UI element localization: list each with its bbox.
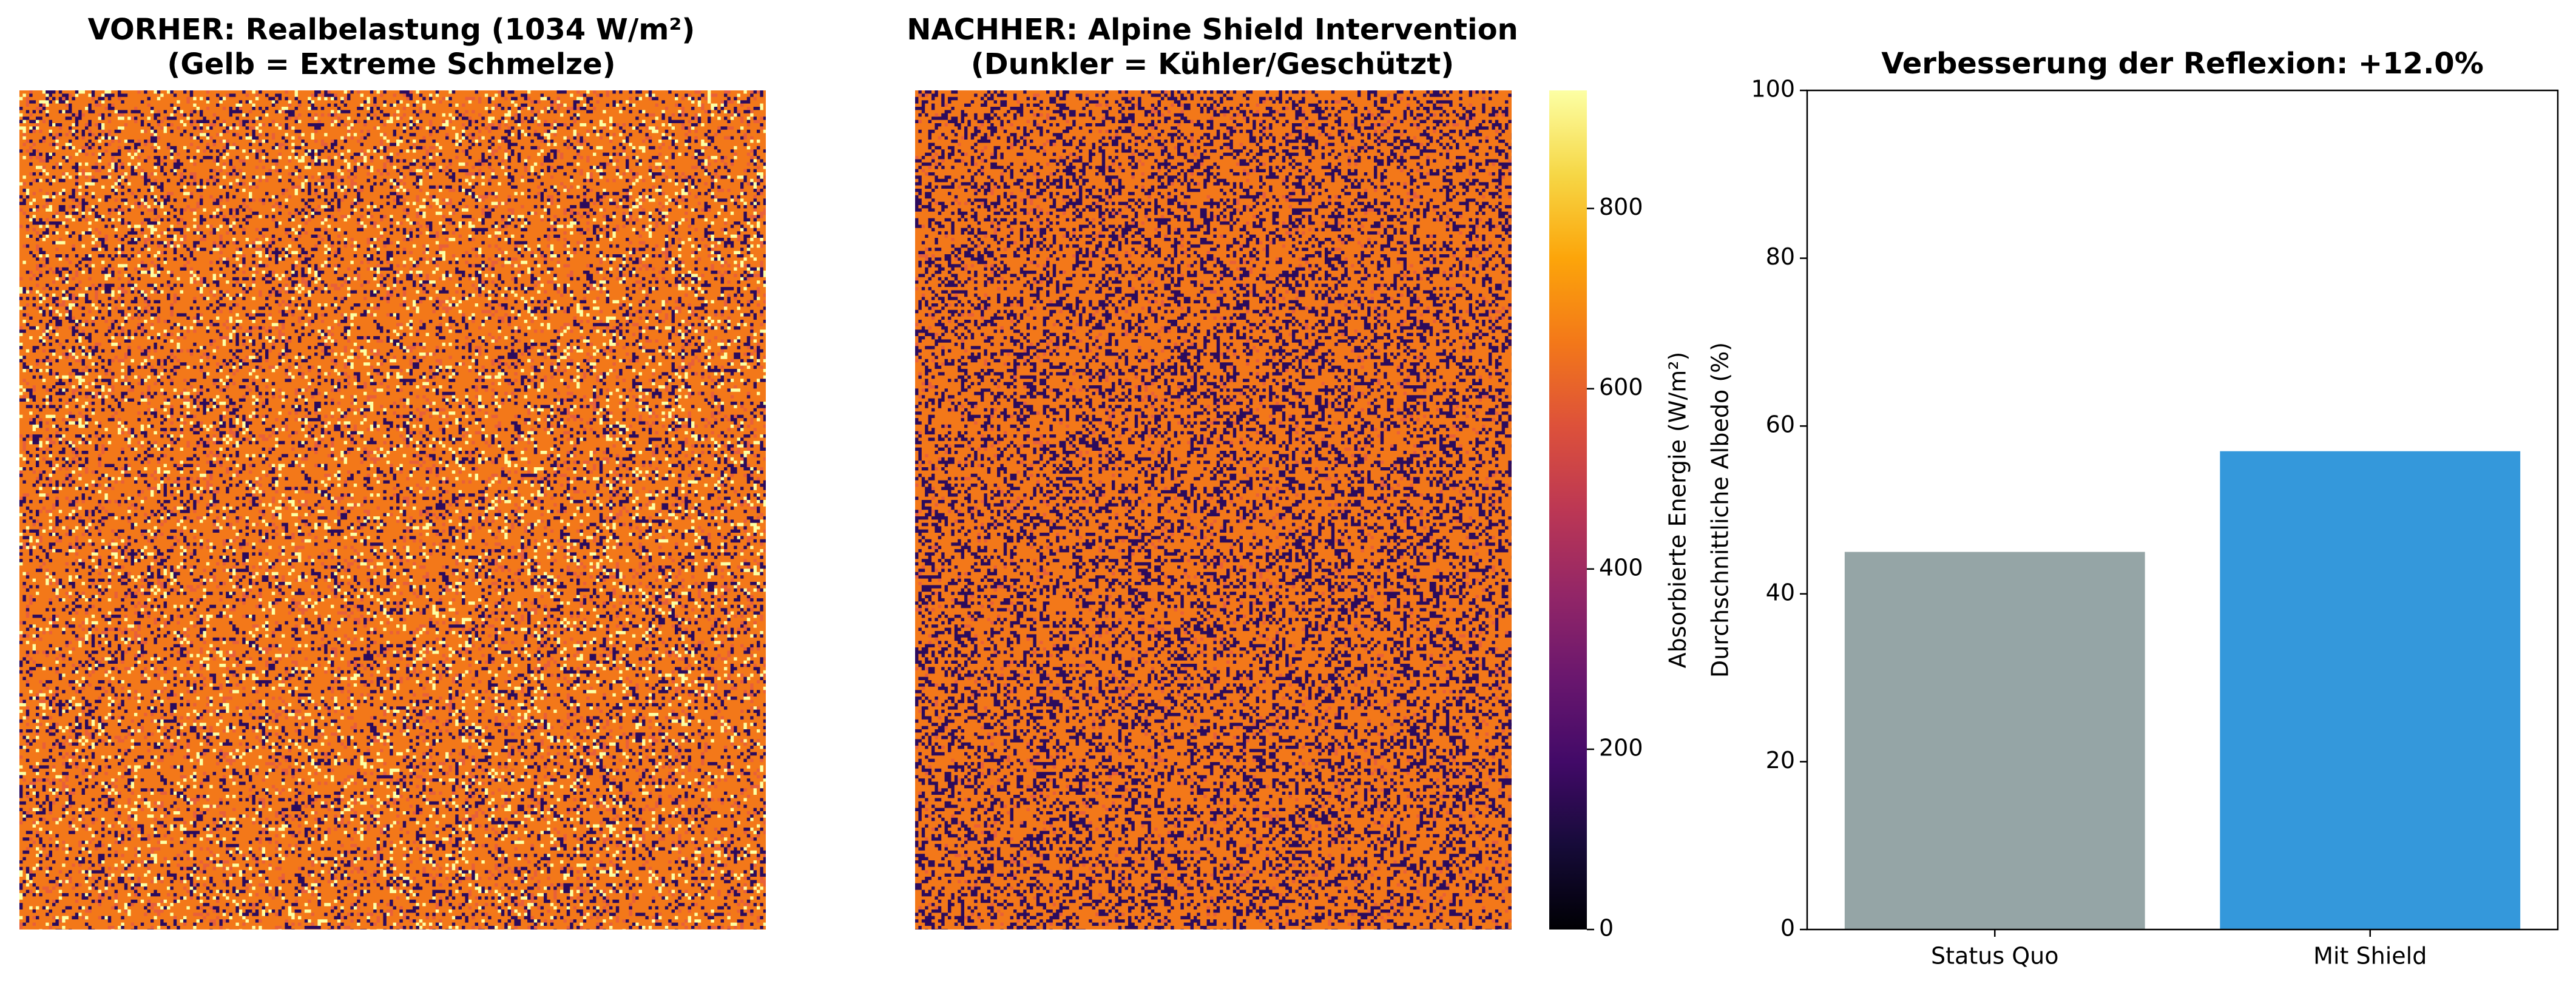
- colorbar-tick-label: 800: [1599, 194, 1643, 220]
- y-tick-label: 80: [1766, 243, 1795, 270]
- x-tick-label: Status Quo: [1931, 943, 2058, 970]
- heatmap-cells: [915, 90, 1512, 930]
- bar: [2220, 451, 2521, 930]
- heatmap-cells: [19, 90, 766, 930]
- y-tick-label: 40: [1766, 579, 1795, 606]
- y-tick-label: 60: [1766, 411, 1795, 438]
- colorbar-tick-label: 200: [1599, 734, 1643, 761]
- chart-title: Verbesserung der Reflexion: +12.0%: [1881, 47, 2484, 81]
- y-tick-label: 0: [1780, 915, 1795, 942]
- colorbar-label: Absorbierte Energie (W/m²): [1665, 352, 1691, 669]
- heatmap-after: NACHHER: Alpine Shield Intervention (Dunk…: [907, 13, 1691, 942]
- colorbar-tick-label: 600: [1599, 374, 1643, 400]
- colorbar-tick-label: 400: [1599, 554, 1643, 581]
- bar: [1844, 552, 2145, 930]
- heatmap-before: VORHER: Realbelastung (1034 W/m²) (Gelb =…: [19, 13, 766, 930]
- chart-title: VORHER: Realbelastung (1034 W/m²) (Gelb =…: [88, 13, 695, 81]
- axes-frame: [1806, 89, 2559, 931]
- colorbar-tick-label: 0: [1599, 915, 1614, 942]
- y-tick-label: 20: [1766, 747, 1795, 774]
- heatmap-cells: [915, 90, 1512, 930]
- x-tick-label: Mit Shield: [2313, 943, 2427, 970]
- bar-chart: Verbesserung der Reflexion: +12.0% Status…: [1707, 47, 2559, 970]
- y-tick-label: 100: [1751, 76, 1795, 103]
- y-axis-label: Durchschnittliche Albedo (%): [1707, 342, 1734, 678]
- chart-title: NACHHER: Alpine Shield Intervention (Dunk…: [907, 13, 1518, 81]
- colorbar: [1549, 90, 1587, 930]
- heatmap-cells: [19, 90, 766, 930]
